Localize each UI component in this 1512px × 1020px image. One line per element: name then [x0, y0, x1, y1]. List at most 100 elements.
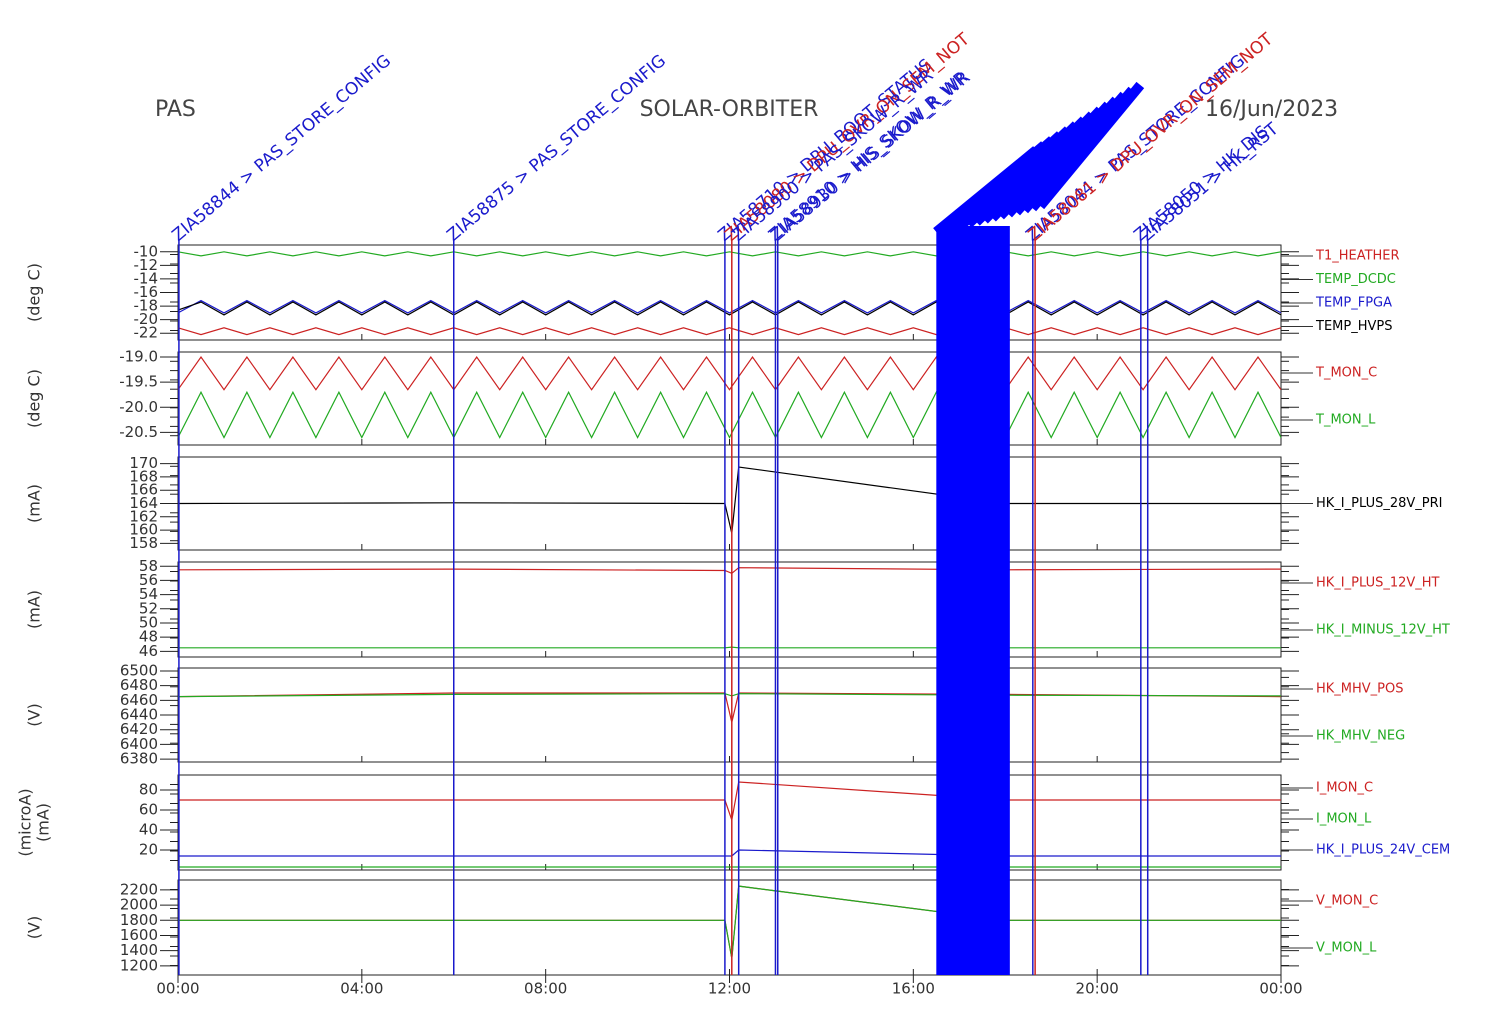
- y-tick-label: 168: [129, 467, 158, 485]
- y-tick-label: 54: [139, 585, 158, 603]
- y-tick-label: 6460: [120, 691, 158, 709]
- series-line: [177, 251, 1282, 257]
- y-tick-label: 170: [129, 454, 158, 472]
- command-label: ZIA58930 > HIS_SKOW_R_WR: [767, 68, 974, 246]
- y-tick-label: 6420: [120, 720, 158, 738]
- legend-label: TEMP_HVPS: [1315, 319, 1392, 334]
- y-tick-label: 164: [129, 494, 158, 512]
- series-line: [177, 466, 1281, 534]
- y-tick-label: -20: [134, 310, 159, 328]
- series-line: [177, 355, 1282, 391]
- legend-label: I_MON_C: [1316, 781, 1373, 796]
- legend-label: T_MON_C: [1315, 366, 1377, 381]
- series-line: [177, 390, 1282, 439]
- series-line: [177, 327, 1282, 336]
- command-burst: [936, 226, 1010, 975]
- y-tick-label: -12: [134, 256, 159, 274]
- header-center: SOLAR-ORBITER: [640, 97, 819, 122]
- x-tick-label: 16:00: [892, 980, 935, 998]
- legend-label: TEMP_DCDC: [1315, 272, 1396, 287]
- legend-label: V_MON_L: [1316, 941, 1377, 956]
- header-left: PAS: [155, 97, 196, 122]
- legend-label: HK_MHV_NEG: [1316, 729, 1405, 744]
- command-label: ZIA58844 > PAS_STORE_CONFIG: [168, 51, 395, 246]
- y-tick-label: 158: [129, 534, 158, 552]
- y-tick-label: 46: [139, 642, 158, 660]
- legend-label: HK_I_MINUS_12V_HT: [1316, 623, 1450, 638]
- y-tick-label: 2200: [120, 880, 158, 898]
- x-tick-label: 12:00: [708, 980, 751, 998]
- y-tick-label: -22: [134, 324, 159, 342]
- y-tick-label: 1800: [120, 911, 158, 929]
- command-label: ZIA58900 > PAS_SKOW_R_WR: [728, 66, 937, 246]
- burst-label-stroke: [1036, 81, 1145, 210]
- y-axis-label: (deg C): [25, 369, 44, 428]
- y-tick-label: -16: [134, 283, 159, 301]
- y-axis-label: (V): [25, 703, 44, 726]
- y-tick-label: -20.0: [119, 398, 158, 416]
- legend-label: V_MON_C: [1316, 894, 1378, 909]
- panel-frame: [177, 879, 1282, 976]
- y-tick-label: 6480: [120, 676, 158, 694]
- y-axis-label: (V): [25, 916, 44, 939]
- y-tick-label: 6400: [120, 735, 158, 753]
- x-tick-label: 00:00: [1259, 980, 1302, 998]
- legend-label: T1_HEATHER: [1315, 249, 1400, 264]
- y-axis-label: (mA): [25, 484, 44, 523]
- legend-label: T_MON_L: [1315, 413, 1376, 428]
- panel-frame: [177, 244, 1282, 341]
- series-line: [178, 885, 1281, 959]
- y-tick-label: -20.5: [119, 423, 158, 441]
- y-tick-label: 50: [139, 613, 158, 631]
- y-tick-label: 1600: [120, 926, 158, 944]
- y-axis-label: (mA): [34, 803, 53, 842]
- x-tick-label: 20:00: [1076, 980, 1119, 998]
- legend-label: HK_I_PLUS_28V_PRI: [1316, 496, 1442, 511]
- panel-frame: [177, 351, 1282, 446]
- command-label: ZIA58875 > PAS_STORE_CONFIG: [443, 51, 670, 246]
- legend-label: HK_MHV_POS: [1316, 682, 1404, 697]
- y-tick-label: 40: [139, 821, 158, 839]
- y-tick-label: 6440: [120, 706, 158, 724]
- y-tick-label: 48: [139, 628, 158, 646]
- legend-label: TEMP_FPGA: [1315, 296, 1392, 311]
- legend-label: I_MON_L: [1316, 812, 1372, 827]
- y-tick-label: 2000: [120, 896, 158, 914]
- y-tick-label: 162: [129, 507, 158, 525]
- y-tick-label: 52: [139, 599, 158, 617]
- y-tick-label: 1200: [120, 956, 158, 974]
- y-tick-label: 80: [139, 781, 158, 799]
- x-tick-label: 08:00: [524, 980, 567, 998]
- y-axis-label: (microA): [16, 788, 35, 856]
- legend-label: HK_I_PLUS_24V_CEM: [1316, 843, 1450, 858]
- x-tick-label: 00:00: [156, 980, 199, 998]
- y-tick-label: -19.5: [119, 373, 158, 391]
- y-tick-label: 1400: [120, 941, 158, 959]
- y-axis-label: (deg C): [25, 263, 44, 322]
- series-line: [177, 301, 1282, 316]
- y-tick-label: 160: [129, 521, 158, 539]
- y-tick-label: -18: [134, 297, 159, 315]
- y-tick-label: 6500: [120, 661, 158, 679]
- header-right: 16/Jun/2023: [1205, 97, 1338, 122]
- y-tick-label: -10: [134, 242, 159, 260]
- panel-frame: [177, 561, 1282, 658]
- y-tick-label: 58: [139, 557, 158, 575]
- y-axis-label: (mA): [25, 590, 44, 629]
- series-line: [178, 849, 1281, 857]
- y-tick-label: 60: [139, 801, 158, 819]
- y-tick-label: -14: [134, 269, 159, 287]
- y-tick-label: 6380: [120, 750, 158, 768]
- y-tick-label: 166: [129, 481, 158, 499]
- series-line: [178, 646, 1281, 649]
- legend-label: HK_I_PLUS_12V_HT: [1316, 576, 1440, 591]
- series-line: [178, 781, 1281, 823]
- series-line: [177, 567, 1282, 574]
- y-tick-label: -19.0: [119, 348, 158, 366]
- y-tick-label: 20: [139, 841, 158, 859]
- series-line: [177, 299, 1282, 314]
- series-line: [177, 692, 1282, 723]
- x-tick-label: 04:00: [340, 980, 383, 998]
- y-tick-label: 56: [139, 571, 158, 589]
